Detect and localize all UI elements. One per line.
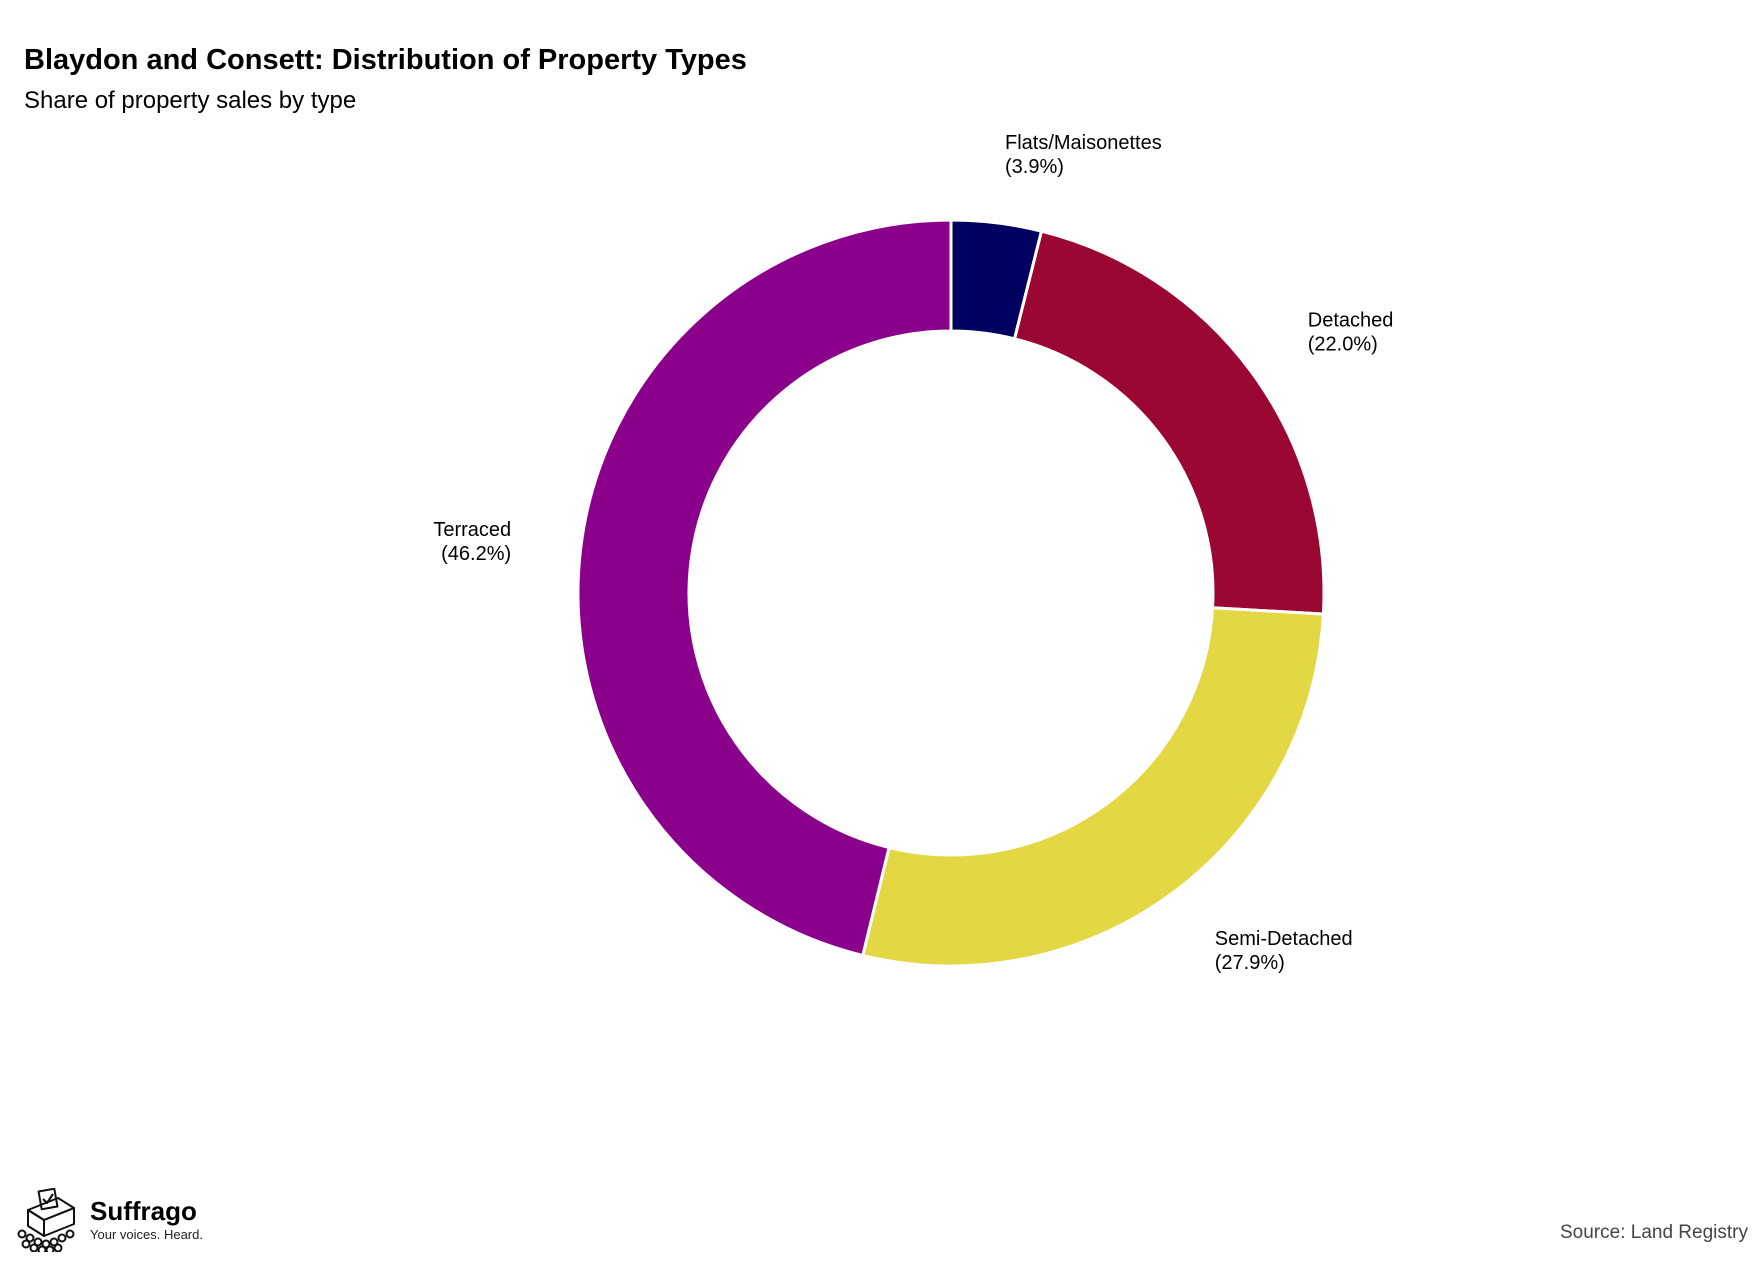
brand-tagline: Your voices. Heard. <box>90 1227 203 1242</box>
slice-value-semi-detached: (27.9%) <box>1215 952 1285 974</box>
slice-terraced <box>576 218 953 958</box>
slice-label-detached: Detached <box>1308 309 1394 331</box>
brand-name: Suffrago <box>90 1196 197 1226</box>
brand: Suffrago Your voices. Heard. <box>14 1188 203 1252</box>
slice-value-terraced: (46.2%) <box>441 543 511 565</box>
ballot-box-icon <box>17 1188 75 1252</box>
slice-label-semi-detached: Semi-Detached <box>1215 928 1353 950</box>
slice-detached <box>1012 229 1326 616</box>
slice-value-detached: (22.0%) <box>1308 333 1378 355</box>
slice-value-flats-maisonettes: (3.9%) <box>1005 156 1064 178</box>
slice-label-flats-maisonettes: Flats/Maisonettes <box>1005 132 1162 154</box>
chart-title: Blaydon and Consett: Distribution of Pro… <box>24 44 747 76</box>
slice-semi-detached <box>860 606 1325 968</box>
chart-subtitle: Share of property sales by type <box>24 87 357 114</box>
donut-slices <box>576 218 1326 968</box>
source-note: Source: Land Registry <box>1560 1222 1748 1243</box>
slice-labels: Flats/Maisonettes(3.9%) Detached(22.0%) Se… <box>433 132 1393 974</box>
chart-header: Blaydon and Consett: Distribution of Pro… <box>24 40 747 118</box>
slice-label-terraced: Terraced <box>433 519 511 541</box>
